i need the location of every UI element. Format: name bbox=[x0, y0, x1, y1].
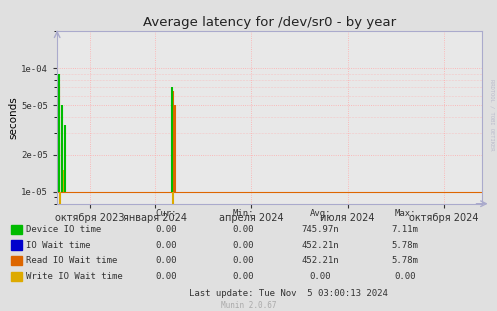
Text: 7.11m: 7.11m bbox=[392, 225, 418, 234]
Text: Munin 2.0.67: Munin 2.0.67 bbox=[221, 301, 276, 310]
Text: Max:: Max: bbox=[394, 209, 416, 218]
Y-axis label: seconds: seconds bbox=[8, 96, 18, 139]
Text: Write IO Wait time: Write IO Wait time bbox=[26, 272, 123, 281]
Text: Last update: Tue Nov  5 03:00:13 2024: Last update: Tue Nov 5 03:00:13 2024 bbox=[189, 289, 388, 298]
Text: Avg:: Avg: bbox=[310, 209, 331, 218]
Text: 452.21n: 452.21n bbox=[302, 256, 339, 265]
Text: 0.00: 0.00 bbox=[156, 225, 177, 234]
Text: 0.00: 0.00 bbox=[233, 256, 254, 265]
Text: 5.78m: 5.78m bbox=[392, 241, 418, 249]
Title: Average latency for /dev/sr0 - by year: Average latency for /dev/sr0 - by year bbox=[143, 16, 396, 29]
Text: Device IO time: Device IO time bbox=[26, 225, 101, 234]
Text: 452.21n: 452.21n bbox=[302, 241, 339, 249]
Text: IO Wait time: IO Wait time bbox=[26, 241, 90, 249]
Text: 0.00: 0.00 bbox=[156, 272, 177, 281]
Text: 5.78m: 5.78m bbox=[392, 256, 418, 265]
Text: 0.00: 0.00 bbox=[394, 272, 416, 281]
Text: 0.00: 0.00 bbox=[310, 272, 331, 281]
Text: 0.00: 0.00 bbox=[233, 225, 254, 234]
Text: 745.97n: 745.97n bbox=[302, 225, 339, 234]
Text: RRDTOOL / TOBI OETIKER: RRDTOOL / TOBI OETIKER bbox=[490, 79, 495, 151]
Text: Min:: Min: bbox=[233, 209, 254, 218]
Text: 0.00: 0.00 bbox=[156, 256, 177, 265]
Text: 0.00: 0.00 bbox=[233, 272, 254, 281]
Text: Read IO Wait time: Read IO Wait time bbox=[26, 256, 117, 265]
Text: Cur:: Cur: bbox=[156, 209, 177, 218]
Text: 0.00: 0.00 bbox=[233, 241, 254, 249]
Text: 0.00: 0.00 bbox=[156, 241, 177, 249]
